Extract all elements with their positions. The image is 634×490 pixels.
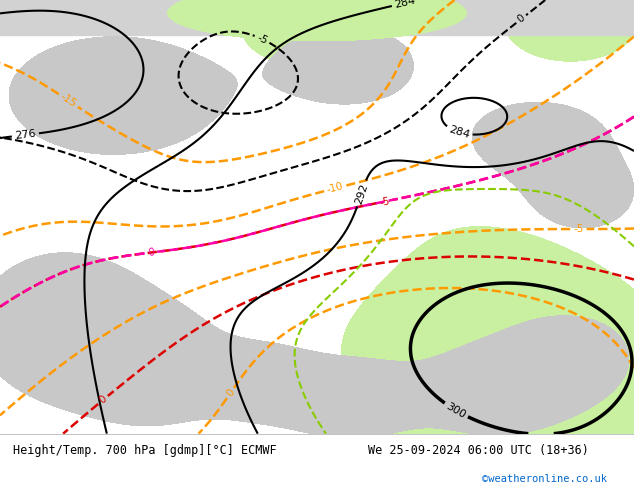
Text: -5: -5 xyxy=(256,32,269,46)
Text: 284: 284 xyxy=(448,124,471,140)
Text: 276: 276 xyxy=(15,129,37,141)
Text: We 25-09-2024 06:00 UTC (18+36): We 25-09-2024 06:00 UTC (18+36) xyxy=(368,444,588,457)
Text: 300: 300 xyxy=(444,401,468,420)
Text: 0: 0 xyxy=(97,394,108,406)
Bar xyxy=(0,0,634,35)
Text: 0: 0 xyxy=(515,13,527,25)
Text: -5: -5 xyxy=(378,196,391,207)
Text: 292: 292 xyxy=(353,182,370,205)
Text: -10: -10 xyxy=(326,181,345,195)
Text: Height/Temp. 700 hPa [gdmp][°C] ECMWF: Height/Temp. 700 hPa [gdmp][°C] ECMWF xyxy=(13,444,276,457)
Text: -5: -5 xyxy=(573,224,583,234)
Text: -15: -15 xyxy=(58,92,78,109)
Text: 0: 0 xyxy=(147,247,155,258)
Text: ©weatheronline.co.uk: ©weatheronline.co.uk xyxy=(482,474,607,484)
Text: 0: 0 xyxy=(224,388,236,398)
Text: 284: 284 xyxy=(394,0,417,10)
